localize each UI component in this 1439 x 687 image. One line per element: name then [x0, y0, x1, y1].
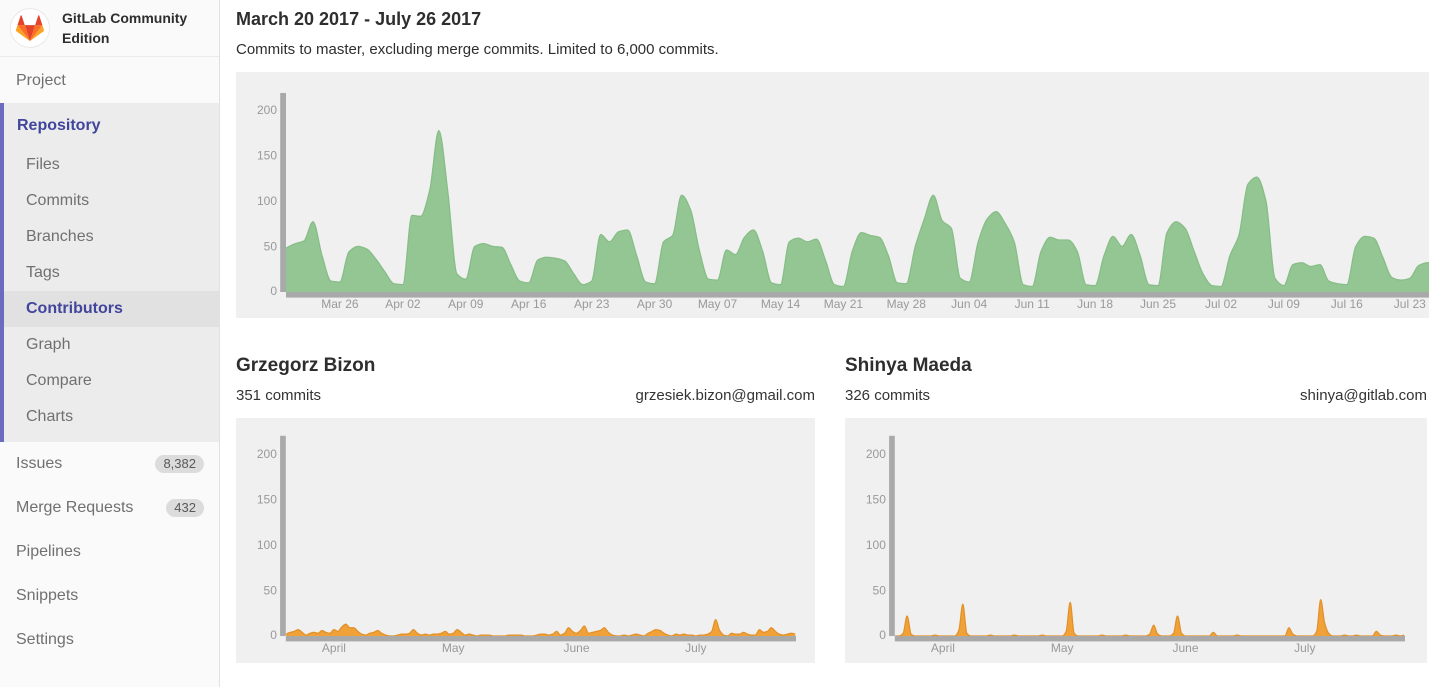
svg-text:Apr 09: Apr 09 [448, 297, 484, 311]
svg-text:Jun 25: Jun 25 [1140, 297, 1176, 311]
svg-text:May 14: May 14 [761, 297, 801, 311]
svg-text:50: 50 [264, 240, 278, 254]
svg-text:100: 100 [257, 194, 277, 208]
svg-text:Jul 02: Jul 02 [1205, 297, 1237, 311]
svg-text:Jul 23: Jul 23 [1394, 297, 1426, 311]
svg-text:Jun 11: Jun 11 [1015, 297, 1050, 311]
svg-text:Jul 16: Jul 16 [1331, 297, 1363, 311]
svg-text:May: May [442, 641, 465, 655]
svg-text:200: 200 [866, 447, 886, 461]
svg-text:Jun 04: Jun 04 [951, 297, 987, 311]
svg-text:May: May [1051, 641, 1074, 655]
svg-text:150: 150 [257, 493, 277, 507]
svg-text:100: 100 [257, 538, 277, 552]
svg-text:April: April [322, 641, 346, 655]
svg-text:150: 150 [257, 148, 277, 162]
svg-text:May 21: May 21 [824, 297, 864, 311]
svg-text:June: June [563, 641, 589, 655]
svg-text:Apr 23: Apr 23 [574, 297, 610, 311]
svg-text:0: 0 [879, 628, 886, 642]
svg-text:150: 150 [866, 493, 886, 507]
svg-text:May 07: May 07 [698, 297, 738, 311]
svg-text:Apr 16: Apr 16 [511, 297, 547, 311]
svg-text:May 28: May 28 [887, 297, 927, 311]
svg-text:Apr 30: Apr 30 [637, 297, 673, 311]
svg-text:July: July [1294, 641, 1315, 655]
svg-text:200: 200 [257, 103, 277, 117]
svg-text:100: 100 [866, 538, 886, 552]
svg-text:50: 50 [873, 584, 887, 598]
svg-text:Mar 26: Mar 26 [321, 297, 359, 311]
svg-text:200: 200 [257, 447, 277, 461]
svg-text:June: June [1172, 641, 1198, 655]
svg-text:Apr 02: Apr 02 [385, 297, 421, 311]
svg-text:0: 0 [270, 628, 277, 642]
svg-text:50: 50 [264, 584, 278, 598]
svg-text:April: April [931, 641, 955, 655]
svg-text:Jun 18: Jun 18 [1077, 297, 1113, 311]
svg-text:Jul 09: Jul 09 [1268, 297, 1300, 311]
svg-text:July: July [685, 641, 706, 655]
svg-text:0: 0 [270, 284, 277, 298]
